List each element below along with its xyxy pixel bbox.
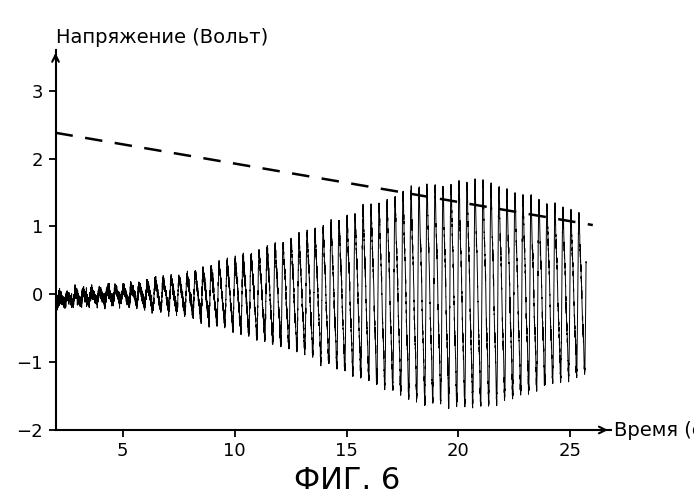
Text: Напряжение (Вольт): Напряжение (Вольт)	[56, 28, 268, 46]
Text: Время (с): Время (с)	[614, 420, 694, 440]
Text: ФИГ. 6: ФИГ. 6	[294, 466, 400, 495]
